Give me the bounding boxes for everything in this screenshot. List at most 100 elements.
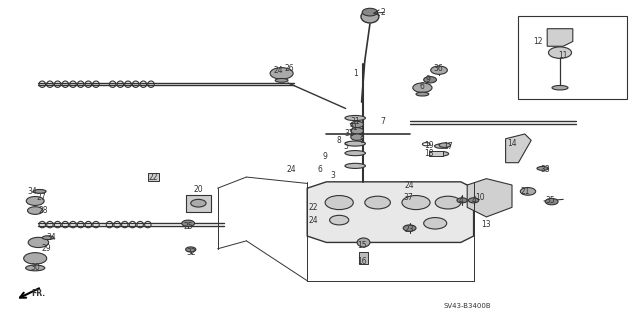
Text: 35: 35	[545, 197, 556, 205]
Circle shape	[28, 207, 43, 214]
Text: 17: 17	[443, 142, 453, 151]
Text: 20: 20	[193, 185, 204, 194]
Text: 9: 9	[425, 75, 430, 84]
Text: 19: 19	[424, 141, 434, 150]
Bar	[186, 195, 211, 212]
Text: 5: 5	[343, 142, 348, 151]
Text: 11: 11	[559, 51, 568, 60]
Circle shape	[26, 197, 44, 205]
Circle shape	[351, 121, 364, 128]
Polygon shape	[506, 134, 531, 163]
Ellipse shape	[33, 189, 46, 193]
Text: 7: 7	[380, 117, 385, 126]
Text: 27: 27	[36, 193, 47, 202]
Ellipse shape	[357, 238, 370, 247]
Text: 24: 24	[404, 181, 415, 189]
Text: 37: 37	[403, 193, 413, 202]
Circle shape	[325, 196, 353, 210]
Circle shape	[191, 199, 206, 207]
Text: 24: 24	[286, 165, 296, 174]
Ellipse shape	[439, 143, 451, 147]
Text: 34: 34	[46, 233, 56, 242]
Bar	[518, 16, 627, 99]
Polygon shape	[547, 29, 573, 46]
Text: SV43-B3400B: SV43-B3400B	[444, 303, 491, 309]
Text: 25: 25	[184, 222, 194, 231]
Text: 6: 6	[420, 82, 425, 91]
Text: 6: 6	[317, 165, 323, 174]
Circle shape	[548, 47, 572, 58]
Text: 16: 16	[356, 257, 367, 266]
Text: 33: 33	[540, 165, 550, 174]
Text: 9: 9	[323, 152, 328, 161]
Ellipse shape	[345, 151, 365, 156]
Circle shape	[270, 68, 293, 79]
Circle shape	[186, 247, 196, 252]
Circle shape	[351, 134, 364, 140]
Text: 1: 1	[353, 69, 358, 78]
Text: 15: 15	[356, 241, 367, 250]
Circle shape	[413, 83, 432, 93]
Text: 12: 12	[533, 37, 542, 46]
Text: 30: 30	[30, 263, 40, 272]
Ellipse shape	[361, 10, 379, 23]
Text: 32: 32	[186, 248, 196, 256]
Ellipse shape	[275, 78, 288, 82]
Text: 8: 8	[337, 136, 342, 145]
Text: 24: 24	[308, 216, 319, 225]
Circle shape	[520, 188, 536, 195]
Ellipse shape	[345, 163, 365, 168]
Text: 29: 29	[41, 244, 51, 253]
Ellipse shape	[345, 141, 365, 146]
Ellipse shape	[345, 115, 365, 121]
Text: 28: 28	[39, 206, 48, 215]
Text: FR.: FR.	[31, 289, 45, 298]
Text: 13: 13	[481, 220, 492, 229]
Text: 31: 31	[344, 130, 354, 138]
Text: 36: 36	[433, 64, 444, 73]
Circle shape	[545, 198, 558, 205]
Circle shape	[431, 66, 447, 74]
Circle shape	[330, 215, 349, 225]
Text: 10: 10	[475, 193, 485, 202]
Circle shape	[457, 198, 467, 203]
Ellipse shape	[435, 144, 449, 148]
Circle shape	[402, 196, 430, 210]
Text: 24: 24	[273, 66, 284, 75]
Circle shape	[403, 225, 416, 231]
Text: 4: 4	[458, 197, 463, 205]
Circle shape	[24, 253, 47, 264]
Text: 18: 18	[424, 149, 433, 158]
Text: 31: 31	[348, 123, 358, 132]
Text: 22: 22	[309, 203, 318, 212]
Circle shape	[28, 237, 49, 248]
Ellipse shape	[537, 167, 548, 170]
Text: 8: 8	[359, 136, 364, 145]
Ellipse shape	[416, 92, 429, 96]
Text: 3: 3	[330, 171, 335, 180]
Ellipse shape	[26, 265, 45, 271]
Bar	[359, 252, 368, 264]
Ellipse shape	[552, 85, 568, 90]
Circle shape	[365, 196, 390, 209]
Polygon shape	[307, 182, 474, 242]
Bar	[148, 173, 159, 181]
Circle shape	[424, 77, 436, 83]
Circle shape	[362, 8, 378, 16]
Text: 34: 34	[27, 187, 37, 196]
Circle shape	[182, 220, 195, 226]
Circle shape	[435, 196, 461, 209]
Circle shape	[424, 218, 447, 229]
Ellipse shape	[435, 152, 449, 156]
Text: 22: 22	[149, 173, 158, 182]
Ellipse shape	[42, 236, 54, 240]
Text: 4: 4	[471, 197, 476, 205]
Text: 14: 14	[507, 139, 517, 148]
Text: 26: 26	[284, 64, 294, 73]
Text: 21: 21	[520, 187, 529, 196]
Text: 31: 31	[350, 117, 360, 126]
Polygon shape	[467, 179, 512, 217]
Circle shape	[468, 198, 479, 203]
Bar	[429, 151, 443, 156]
Text: 23: 23	[404, 225, 415, 234]
